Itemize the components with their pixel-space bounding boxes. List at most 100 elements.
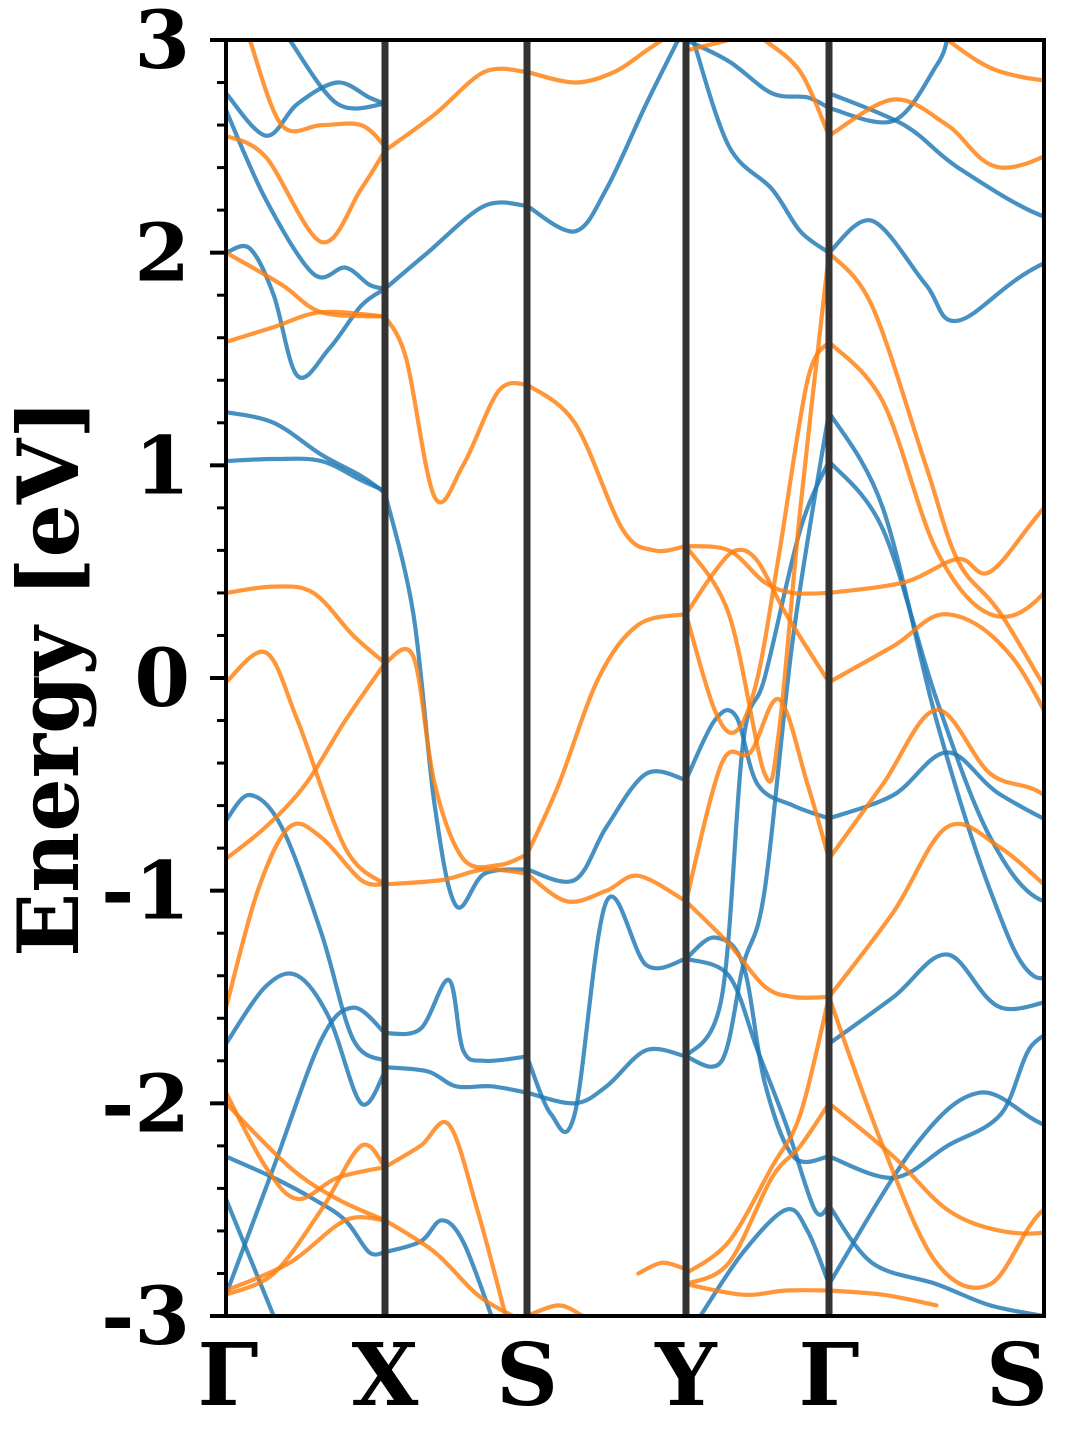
x-tick-label-5: S [986,1325,1048,1426]
y-tick-label: 3 [134,0,190,87]
band-line-orange-70 [683,994,832,1276]
band-line-orange-72 [683,1282,832,1297]
high-symmetry-lines [381,40,833,1316]
band-line-orange-66 [683,697,832,904]
x-tick-label-0: Γ [197,1325,258,1426]
band-line-blue-22 [683,935,832,1165]
band-line-orange-75 [826,504,1044,595]
band-line-orange-71 [683,1101,832,1287]
band-line-blue-2 [226,1005,388,1297]
band-line-orange-62 [524,1303,585,1316]
band-line-blue-34 [826,410,1044,981]
band-line-blue-25 [683,410,832,1069]
band-line-orange-64 [683,544,832,596]
band-line-orange-79 [826,707,1044,861]
band-line-blue-5 [226,410,388,496]
y-tick-label: -2 [101,1056,190,1150]
band-line-orange-55 [382,867,530,887]
band-line-orange-44 [226,1090,388,1202]
band-line-blue-35 [826,952,1044,1046]
band-line-blue-7 [226,243,388,380]
band-line-orange-78 [826,250,1044,691]
band-line-blue-33 [826,459,1044,904]
x-tick-label-1: X [352,1325,419,1426]
y-tick-label: 1 [134,418,190,512]
x-tick-label-2: S [496,1325,558,1426]
band-line-orange-43 [226,821,388,1010]
band-line-orange-76 [826,612,1044,715]
band-lines [226,40,1044,1316]
band-line-blue-14 [382,1065,530,1095]
band-line-orange-53 [382,66,530,153]
band-line-orange-82 [826,994,1044,1290]
band-line-orange-42 [226,661,388,861]
plot-frame [224,38,1046,1318]
band-line-blue-32 [826,750,1044,822]
band-line-blue-1 [226,971,388,1107]
band-line-orange-49 [226,250,388,319]
band-line-blue-29 [826,218,1044,324]
band-line-orange-60 [524,612,689,857]
band-line-blue-8 [226,108,388,291]
band-line-orange-69 [683,899,832,1000]
band-line-blue-11 [382,490,530,910]
band-line-blue-24 [683,956,832,1217]
y-tick-label: 0 [134,631,190,725]
band-line-orange-58 [524,382,689,554]
band-line-blue-21 [683,708,832,821]
band-line-orange-81 [826,1101,1044,1236]
band-line-orange-59 [524,40,665,85]
band-line-orange-50 [226,133,388,245]
x-tick-label-4: Γ [798,1325,859,1426]
band-line-blue-12 [382,200,530,291]
band-line-blue-16 [524,40,681,234]
band-line-orange-80 [826,821,1044,1000]
band-line-blue-10 [287,40,388,111]
band-line-orange-61 [524,871,689,904]
band-line-blue-15 [382,1218,494,1316]
y-axis-ticks: -3 -2 -1 0 1 2 3 [101,0,226,1363]
band-line-orange-54 [382,646,530,870]
band-line-orange-83 [826,1288,939,1308]
band-line-orange-67 [683,339,832,735]
band-line-blue-18 [524,894,689,1134]
band-line-orange-77 [826,339,1044,619]
band-line-blue-0 [226,792,388,1063]
band-line-blue-30 [826,40,950,125]
band-line-blue-9 [226,80,388,138]
band-line-orange-46 [226,1215,388,1293]
band-line-orange-48 [226,309,388,345]
y-axis-label: Energy [eV] [0,399,98,957]
band-line-orange-65 [683,547,832,685]
band-line-orange-74 [762,40,832,138]
band-line-blue-26 [691,40,832,255]
band-line-orange-41 [226,649,388,887]
band-line-orange-57 [382,1218,515,1316]
band-line-blue-4 [226,1196,276,1316]
band-line-orange-45 [226,1101,388,1223]
x-tick-label-3: Y [654,1325,718,1426]
y-tick-label: 2 [134,206,190,300]
band-line-orange-68 [683,250,832,784]
band-line-orange-51 [247,40,388,149]
band-line-orange-85 [945,40,1044,83]
band-line-orange-84 [826,97,1044,170]
band-line-blue-36 [826,1033,1044,1180]
band-line-blue-31 [826,91,1044,219]
band-line-orange-52 [382,314,530,505]
band-line-blue-13 [382,977,530,1064]
band-line-blue-38 [826,1090,1044,1287]
band-line-orange-40 [226,584,388,666]
band-line-blue-19 [524,1046,689,1106]
band-line-orange-63 [636,1260,689,1276]
band-line-blue-28 [698,1206,832,1316]
band-line-orange-47 [226,1142,388,1297]
y-tick-label: -3 [101,1269,190,1363]
band-line-blue-17 [524,769,689,884]
y-tick-label: -1 [101,844,190,938]
band-line-blue-27 [683,40,832,111]
band-line-blue-6 [226,456,388,493]
band-line-orange-56 [382,1120,508,1316]
